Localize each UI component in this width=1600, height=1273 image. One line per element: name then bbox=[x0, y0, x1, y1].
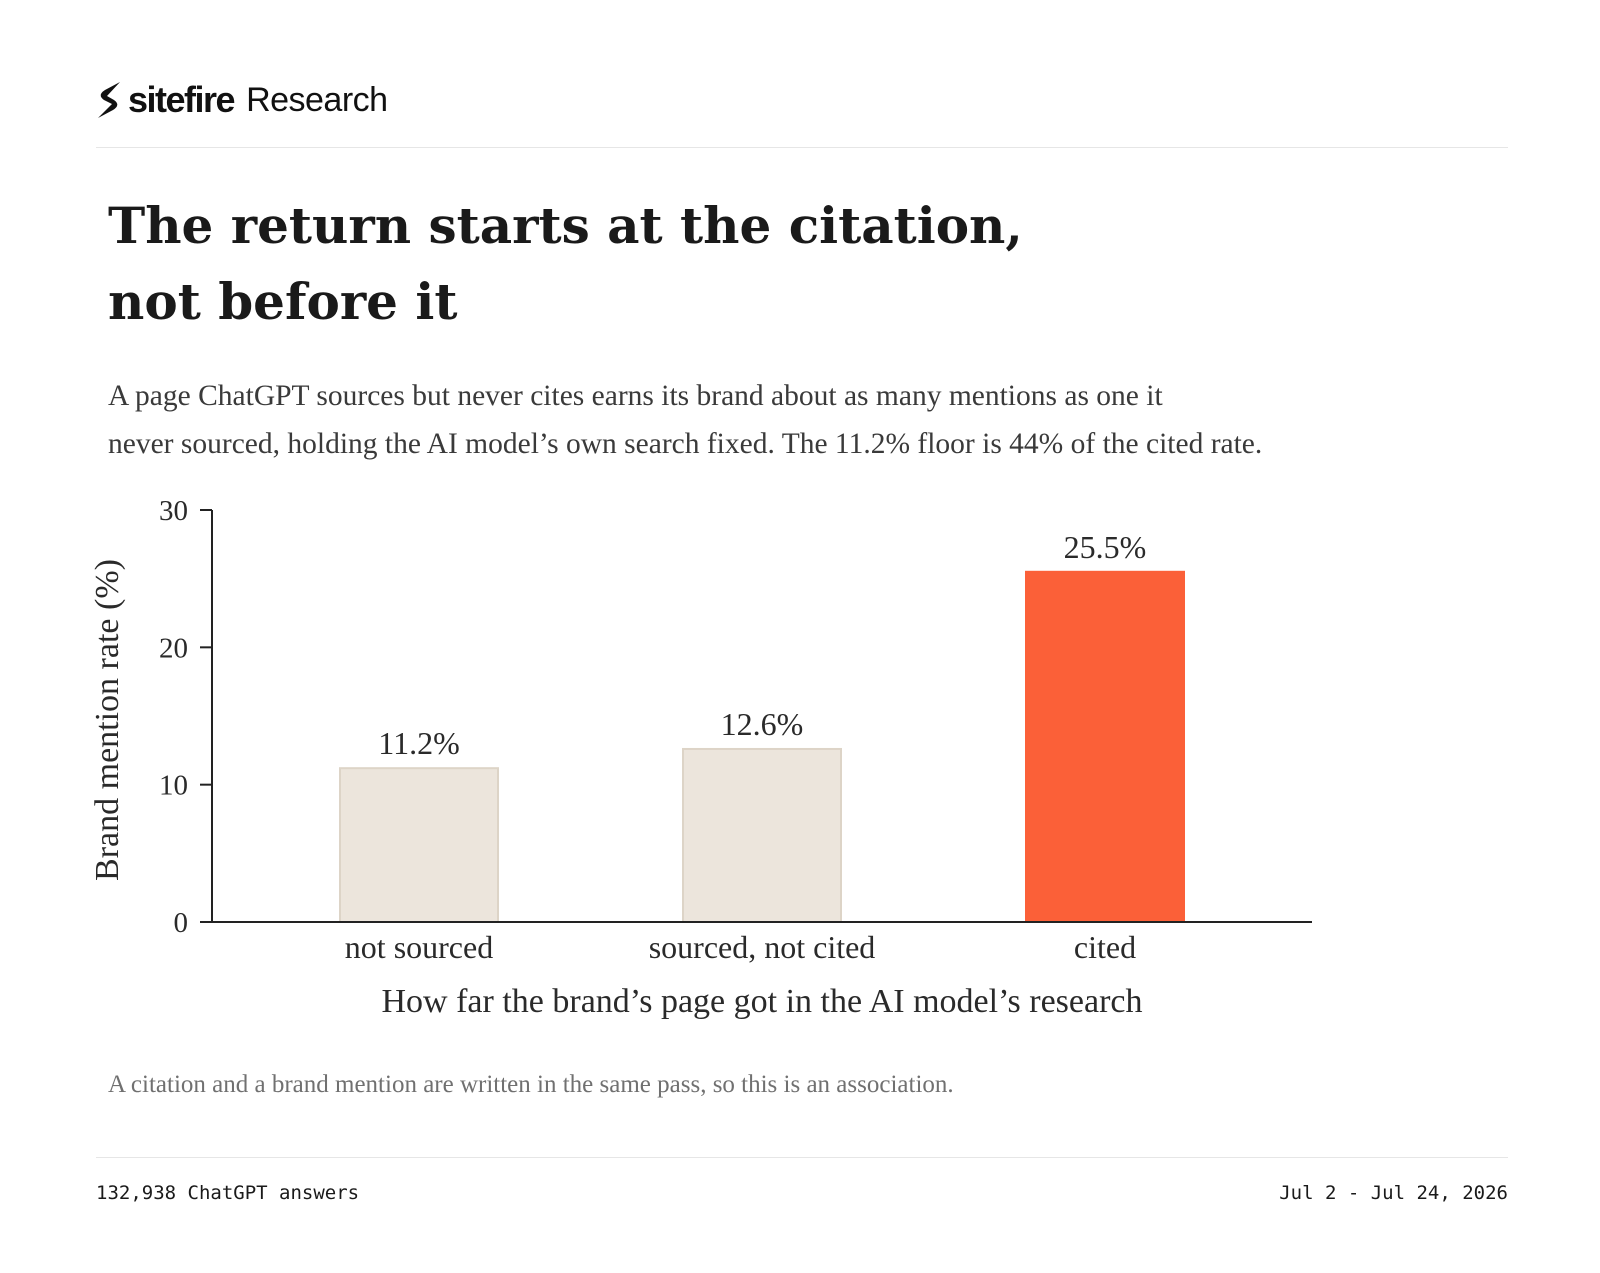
page-title: The return starts at the citation, not b… bbox=[108, 188, 1208, 340]
bar-value-label: 12.6% bbox=[721, 706, 804, 742]
brand-section: Research bbox=[246, 80, 388, 119]
title-line: not before it bbox=[108, 272, 458, 331]
x-tick-label: not sourced bbox=[345, 929, 493, 965]
y-tick-label: 10 bbox=[159, 770, 188, 802]
bar bbox=[339, 767, 499, 923]
subtitle-line: never sourced, holding the AI model’s ow… bbox=[108, 428, 1263, 460]
sitefire-logo-icon bbox=[98, 82, 120, 118]
date-range: Jul 2 - Jul 24, 2026 bbox=[1279, 1182, 1508, 1204]
x-tick-label: sourced, not cited bbox=[649, 929, 876, 965]
sample-size: 132,938 ChatGPT answers bbox=[96, 1182, 360, 1204]
x-tick-label: cited bbox=[1074, 929, 1136, 965]
y-tick-label: 20 bbox=[159, 632, 188, 664]
y-axis-title: Brand mention rate (%) bbox=[89, 559, 126, 881]
x-axis-title: How far the brand’s page got in the AI m… bbox=[382, 983, 1143, 1020]
bar bbox=[1025, 570, 1185, 923]
subtitle-line: A page ChatGPT sources but never cites e… bbox=[108, 380, 1163, 412]
footnote: A citation and a brand mention are writt… bbox=[108, 1071, 954, 1098]
y-tick-label: 30 bbox=[159, 495, 188, 527]
bar-chart: 0 10 20 30 11.2% not sourced 12.6% sourced, not… bbox=[89, 495, 1312, 1020]
title-line: The return starts at the citation, bbox=[108, 196, 1023, 255]
footer-divider bbox=[96, 1157, 1508, 1158]
bar-value-label: 11.2% bbox=[378, 725, 459, 761]
page-subtitle: A page ChatGPT sources but never cites e… bbox=[108, 372, 1528, 468]
brand-name: sitefire bbox=[128, 79, 236, 120]
brand-header: sitefire Research bbox=[96, 78, 388, 122]
bar bbox=[682, 747, 842, 924]
header-divider bbox=[96, 147, 1508, 148]
y-tick-label: 0 bbox=[174, 907, 189, 939]
bar-value-label: 25.5% bbox=[1064, 529, 1147, 565]
